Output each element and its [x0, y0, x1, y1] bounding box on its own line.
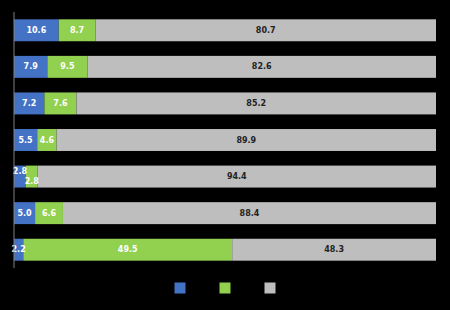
bar-segment [14, 129, 37, 151]
data-label: 5.0 [17, 209, 32, 218]
bar-segment [14, 56, 47, 78]
bar-segment [95, 19, 436, 41]
data-label: 8.7 [70, 26, 84, 35]
bar-segment [76, 92, 436, 114]
data-label: 5.5 [19, 136, 34, 145]
bar-segment [14, 202, 35, 224]
bars [14, 19, 436, 260]
data-label: 2.8 [13, 167, 28, 176]
data-label: 7.9 [24, 62, 39, 71]
bar-segment [232, 239, 436, 261]
data-label: 2.8 [25, 177, 40, 186]
data-label: 82.6 [252, 62, 272, 71]
bar-segment [57, 129, 436, 151]
bar-segment [87, 56, 436, 78]
data-label: 85.2 [246, 99, 266, 108]
data-label: 88.4 [240, 209, 260, 218]
data-label: 7.6 [53, 99, 68, 108]
legend-swatch [220, 283, 231, 294]
data-label: 49.5 [118, 245, 138, 254]
bar-segment [63, 202, 436, 224]
data-label: 89.9 [236, 136, 256, 145]
data-label: 10.6 [26, 26, 46, 35]
bar-segment [44, 92, 76, 114]
bar-segment [23, 239, 232, 261]
chart: 10.6 8.7 80.7 7.9 9.5 82.6 7.2 7.6 85.2 5.5 4.6 89.… [0, 0, 450, 310]
data-label: 9.5 [60, 62, 75, 71]
axis-line [14, 12, 15, 268]
bar-segment [47, 56, 87, 78]
data-label: 80.7 [256, 26, 276, 35]
bar-segment [37, 129, 56, 151]
background [0, 0, 450, 310]
bar-segment [14, 92, 44, 114]
data-label: 7.2 [22, 99, 36, 108]
data-labels: 10.6 8.7 80.7 7.9 9.5 82.6 7.2 7.6 85.2 5.5 4.6 89.… [12, 26, 344, 254]
data-label: 4.6 [40, 136, 55, 145]
bar-segment [14, 19, 59, 41]
legend-swatch [265, 283, 276, 294]
legend [175, 283, 276, 294]
bar-segment [35, 202, 63, 224]
legend-swatch [175, 283, 186, 294]
bar-segment [59, 19, 96, 41]
data-label: 6.6 [42, 209, 57, 218]
data-label: 48.3 [324, 245, 344, 254]
bar-segment [38, 166, 436, 188]
data-label: 94.4 [227, 172, 247, 181]
